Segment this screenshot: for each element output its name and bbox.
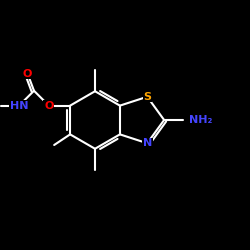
Text: S: S xyxy=(143,92,151,102)
Text: N: N xyxy=(142,138,152,148)
Text: NH₂: NH₂ xyxy=(189,115,212,125)
Text: O: O xyxy=(44,100,54,110)
Text: O: O xyxy=(23,69,32,79)
Text: HN: HN xyxy=(10,100,28,110)
